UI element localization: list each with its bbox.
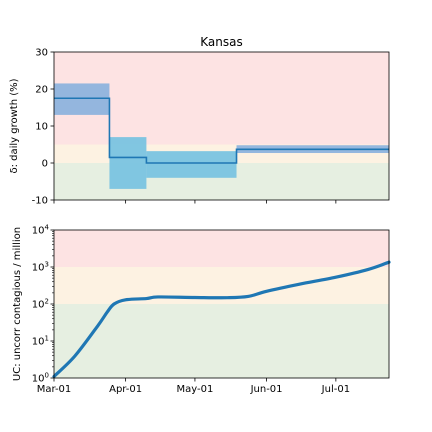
growth-y-ticks: -10 0 10 20 30 [32, 48, 54, 207]
x-tick-label: May-01 [177, 384, 214, 395]
contagious-x-ticks: Mar-01 Apr-01 May-01 Jun-01 Jul-01 [37, 378, 350, 395]
contagious-y-ticks: 100 101 102 103 104 [32, 224, 54, 385]
growth-ci-band-0 [54, 83, 110, 115]
growth-y-tick-label: 0 [42, 159, 48, 170]
growth-x-ticks [53, 200, 337, 204]
contagious-y-tick-label: 102 [32, 298, 49, 311]
growth-ci-band-1 [109, 137, 147, 189]
contagious-curve [52, 260, 391, 379]
chart-title: Kansas [200, 35, 242, 49]
contagious-y-tick-label: 104 [32, 224, 50, 237]
growth-y-tick-label: 20 [35, 85, 48, 96]
contagious-y-tick-label: 100 [32, 372, 49, 385]
contagious-y-tick-label: 101 [32, 335, 49, 348]
contagious-y-tick-label: 103 [32, 261, 49, 274]
x-tick-label: Jul-01 [321, 384, 350, 395]
growth-ci-band-2 [146, 151, 237, 178]
growth-y-tick-label: -10 [32, 196, 48, 207]
contagious-curve-path [52, 260, 391, 379]
x-tick-label: Apr-01 [109, 384, 142, 395]
growth-step-path [54, 97, 389, 164]
contagious-zone-bands [54, 230, 389, 378]
growth-y-axis-label: δ: daily growth (%) [9, 78, 20, 173]
contagious-zone-band-0 [54, 230, 389, 267]
contagious-zone-band-2 [54, 304, 389, 378]
contagious-y-axis-label: UC: uncorr contagious / million [12, 227, 23, 381]
growth-y-tick-label: 10 [35, 122, 48, 133]
growth-y-tick-label: 30 [35, 48, 48, 59]
contagious-panel: 100 101 102 103 104 Mar-01 Apr-01 May-01 Jun-01… [12, 224, 391, 395]
growth-rate-panel: -10 0 10 20 30 Kansas δ: daily growth (%) [9, 35, 390, 207]
x-tick-label: Mar-01 [37, 384, 72, 395]
x-tick-label: Jun-01 [250, 384, 283, 395]
growth-step-line [54, 97, 389, 164]
